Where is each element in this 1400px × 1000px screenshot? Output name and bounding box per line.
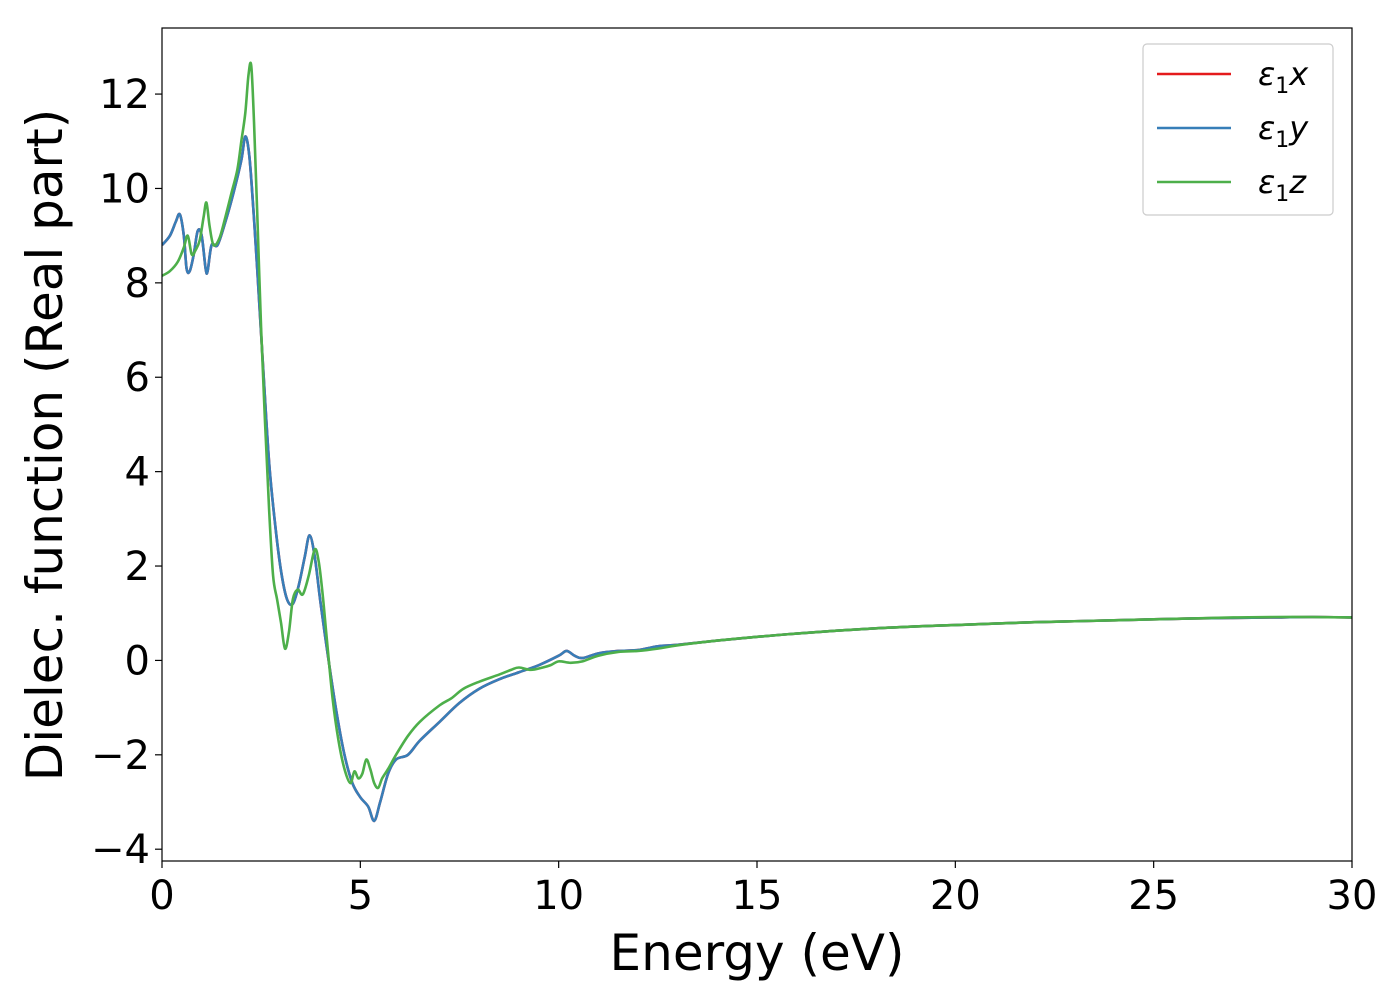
- y-tick-label: 6: [125, 355, 150, 401]
- y-tick-label: 4: [125, 450, 150, 496]
- legend-label-z: ε1z: [1258, 163, 1307, 207]
- y-axis: −4 −2 0 2 4 6 8 10 12: [91, 72, 162, 873]
- x-axis-label: Energy (eV): [610, 924, 905, 982]
- y-tick-label: −4: [91, 827, 150, 873]
- series-line-z: [162, 61, 1352, 790]
- x-tick-label: 30: [1327, 873, 1378, 919]
- x-tick-label: 15: [732, 873, 783, 919]
- x-tick-label: 20: [930, 873, 981, 919]
- x-axis: 0 5 10 15 20 25 30: [149, 861, 1377, 919]
- legend-label-y: ε1y: [1258, 109, 1309, 153]
- legend-box: [1142, 43, 1334, 216]
- y-tick-label: 10: [99, 166, 150, 212]
- legend: ε1x ε1y ε1z: [1142, 43, 1334, 216]
- y-tick-label: 12: [99, 72, 150, 118]
- y-tick-label: 2: [125, 544, 150, 590]
- x-tick-label: 0: [149, 873, 174, 919]
- x-tick-label: 5: [348, 873, 373, 919]
- y-tick-label: −2: [91, 733, 150, 779]
- series-layer: [162, 61, 1352, 823]
- x-tick-label: 10: [533, 873, 584, 919]
- legend-label-x: ε1x: [1258, 55, 1309, 99]
- y-tick-label: 0: [125, 638, 150, 684]
- y-tick-label: 8: [125, 261, 150, 307]
- y-axis-label: Dielec. function (Real part): [16, 109, 74, 781]
- x-tick-label: 25: [1128, 873, 1179, 919]
